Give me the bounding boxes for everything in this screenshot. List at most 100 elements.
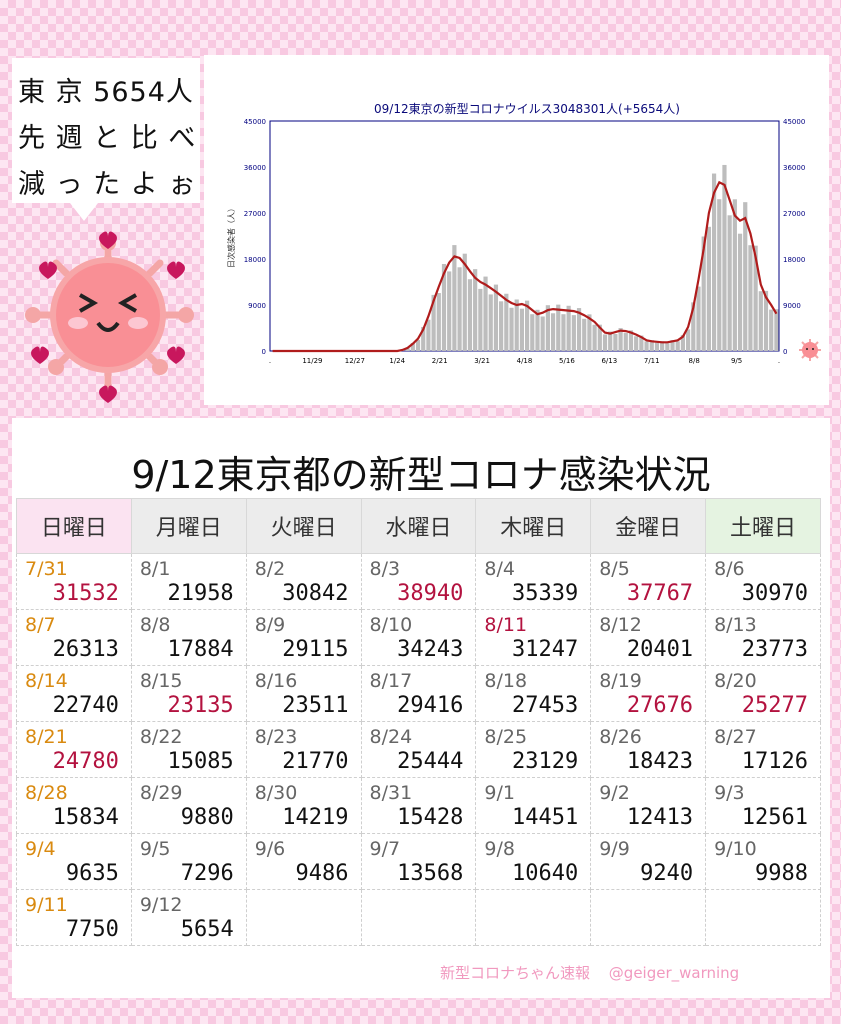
day-cell: 9/2 12413 [590, 777, 707, 834]
chart-bar [509, 307, 514, 351]
x-tick-label: 1/24 [389, 357, 405, 365]
chart-bar [737, 233, 743, 351]
chart-bar [769, 309, 774, 351]
day-cell: 8/24 25444 [360, 721, 477, 778]
day-cell: 9/8 10640 [475, 833, 592, 890]
cell-date: 8/14 [25, 670, 68, 692]
cell-date: 9/1 [484, 782, 515, 804]
x-tick-label: 11/29 [302, 357, 322, 365]
y-tick-label: 45000 [244, 118, 266, 126]
cell-date: 8/8 [139, 614, 171, 636]
cell-count: 30970 [741, 581, 808, 606]
weekday-header: 木曜日 [475, 498, 592, 554]
cell-count: 30842 [282, 581, 349, 606]
cell-date: 8/13 [714, 614, 757, 636]
chart-bar [405, 348, 410, 351]
day-cell: 8/22 15085 [130, 721, 247, 778]
chart-bar [649, 340, 654, 351]
chart-bar [431, 294, 436, 351]
y-tick-label: 9000 [248, 302, 266, 310]
day-cell: 8/28 15834 [16, 777, 132, 834]
speech-bubble: 東 京 5654人 先 週 と 比 べ 減 っ た よ ぉ [12, 58, 200, 203]
cell-date: 8/24 [369, 726, 413, 748]
chart-bar [457, 267, 462, 351]
weekday-header: 日曜日 [16, 498, 132, 554]
day-cell: 8/12 20401 [590, 609, 707, 666]
cell-date: 8/31 [369, 782, 413, 804]
chart-panel: 09/12東京の新型コロナウイルス3048301人(+5654人) 日次感染者（… [204, 55, 829, 405]
x-tick-label: . [269, 357, 271, 365]
cell-date: 8/20 [714, 670, 757, 692]
cell-date: 9/11 [25, 894, 68, 916]
chart-bar [706, 226, 711, 351]
cell-date: 8/27 [714, 726, 757, 748]
cell-count: 31247 [511, 637, 579, 662]
y-tick-label: 36000 [783, 164, 805, 172]
bubble-line-3: 減 っ た よ ぉ [18, 169, 197, 200]
chart-bar [660, 341, 665, 351]
weekday-header: 火曜日 [245, 498, 362, 554]
y-tick-label: 27000 [244, 210, 266, 218]
chart-bar [665, 343, 670, 351]
weekday-header: 土曜日 [705, 498, 821, 554]
day-cell: 8/23 21770 [245, 721, 362, 778]
day-cell: 8/10 34243 [360, 609, 477, 666]
bubble-tail [70, 203, 98, 221]
cell-count: 22740 [52, 693, 119, 718]
chart-bar [628, 330, 634, 351]
day-cell: 9/1 14451 [475, 777, 592, 834]
cell-date: 8/7 [25, 614, 56, 636]
day-cell: 9/4 9635 [16, 833, 132, 890]
chart-bar [711, 173, 717, 351]
cell-date: 8/19 [599, 670, 642, 692]
bubble-line-1: 東 京 5654人 [18, 77, 194, 108]
chart-plot-area [269, 120, 780, 352]
chart-bar [478, 288, 483, 351]
cell-date: 8/9 [254, 614, 286, 636]
cell-count: 29416 [397, 693, 464, 718]
cell-date: 8/3 [369, 558, 401, 580]
table-row: 9/11 7750 9/12 5654 [16, 889, 821, 946]
chart-bar [447, 271, 452, 351]
footer-handle: @geiger_warning [608, 964, 740, 982]
chart-bar [545, 305, 550, 351]
x-tick-label: 7/11 [644, 357, 660, 365]
day-cell [360, 889, 477, 946]
day-cell: 8/7 26313 [16, 609, 132, 666]
chart-bar [717, 199, 722, 351]
table-row: 9/4 9635 9/5 7296 9/6 9486 9/7 13568 9/8 10640 9/9… [16, 833, 821, 890]
chart-bar [514, 299, 519, 351]
day-cell: 8/30 14219 [245, 777, 362, 834]
chart-bar [582, 318, 587, 351]
chart-bar [525, 300, 530, 351]
chart-bar [675, 341, 680, 351]
weekly-calendar-table: 日曜日 月曜日 火曜日 水曜日 木曜日 金曜日 土曜日 7/31 31532 8/1 21958 8… [16, 498, 821, 946]
day-cell [705, 889, 821, 946]
table-row: 8/7 26313 8/8 17884 8/9 29115 8/10 34243 8/11 312… [16, 609, 821, 666]
table-row: 7/31 31532 8/1 21958 8/2 30842 8/3 38940 8/4 3533… [16, 553, 821, 610]
cell-count: 14451 [511, 805, 579, 830]
day-cell: 8/20 25277 [705, 665, 821, 722]
cell-date: 9/7 [369, 838, 401, 860]
cell-date: 9/3 [714, 782, 745, 804]
day-cell [245, 889, 362, 946]
cell-date: 8/10 [369, 614, 413, 636]
day-cell: 8/8 17884 [130, 609, 247, 666]
chart-bar [493, 284, 499, 351]
footer-brand: 新型コロナちゃん速報 [440, 964, 591, 982]
day-cell: 8/14 22740 [16, 665, 132, 722]
day-cell: 9/6 9486 [245, 833, 362, 890]
chart-bar [571, 315, 576, 351]
day-cell: 8/17 29416 [360, 665, 477, 722]
day-cell: 9/9 9240 [590, 833, 707, 890]
chart-bar [426, 319, 431, 351]
chart-bar [758, 291, 763, 351]
weekday-header: 水曜日 [360, 498, 477, 554]
day-cell: 8/2 30842 [245, 553, 362, 610]
cell-count: 23511 [282, 693, 349, 718]
cell-date: 8/18 [484, 670, 528, 692]
chart-bar [701, 236, 706, 351]
day-cell: 8/11 31247 [475, 609, 592, 666]
cell-date: 9/9 [599, 838, 630, 860]
day-cell: 8/31 15428 [360, 777, 477, 834]
